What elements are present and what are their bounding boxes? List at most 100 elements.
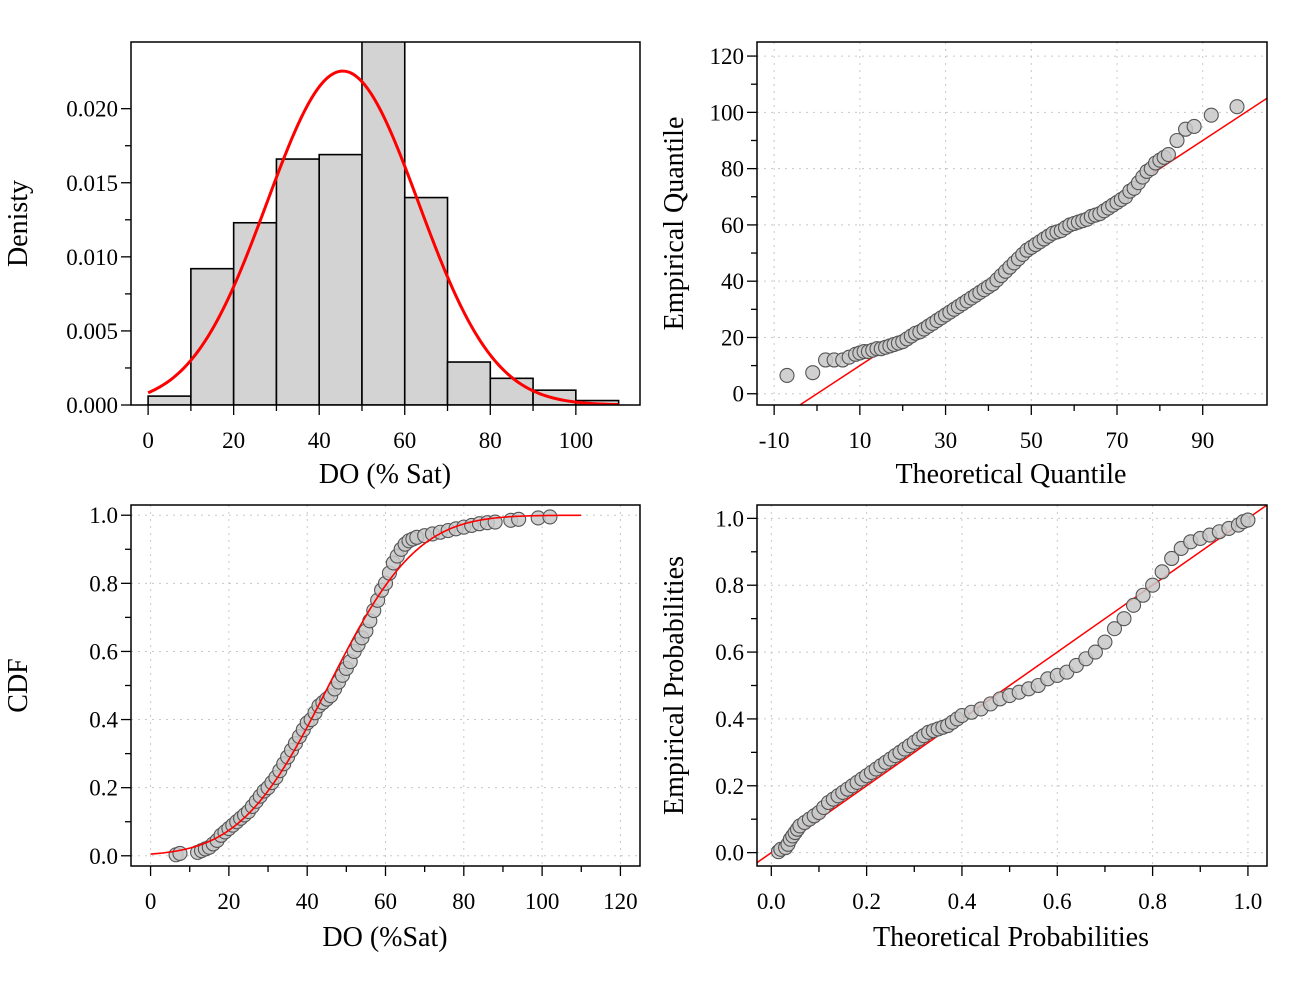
x-tick-label: 0.8 <box>1138 889 1167 914</box>
y-tick-label: 0.0 <box>89 844 118 869</box>
x-tick-label: 1.0 <box>1234 889 1263 914</box>
y-tick-label: 1.0 <box>89 503 118 528</box>
x-tick-label: 10 <box>848 428 871 453</box>
data-point <box>511 511 527 527</box>
plot-frame <box>130 504 641 867</box>
data-point <box>1169 132 1185 149</box>
chart-panel-3: 0 20 40 60 80 100 120 0.0 0.2 0.4 0.6 0.8 1.0 DO (%Sa… <box>3 503 641 953</box>
x-tick-label: 0.6 <box>1043 889 1072 914</box>
plot-area <box>757 505 1267 864</box>
y-tick-label: 100 <box>710 100 745 125</box>
histogram-bar <box>446 361 492 405</box>
plot-area <box>150 509 582 863</box>
x-tick-label: 20 <box>217 889 240 914</box>
x-axis-title: Theoretical Quantile <box>896 459 1127 490</box>
y-tick-label: 40 <box>721 269 744 294</box>
y-tick-label: 0.020 <box>66 97 118 122</box>
data-point <box>1186 118 1202 134</box>
histogram-bar <box>489 377 534 405</box>
data-point <box>542 509 558 525</box>
data-point <box>1145 577 1161 593</box>
x-tick-label: 0 <box>145 889 157 914</box>
y-tick-label: 1.0 <box>715 506 744 531</box>
y-axis-title: Denisty <box>3 180 34 267</box>
y-tick-label: 0.2 <box>89 776 118 801</box>
y-tick-label: 0.6 <box>89 639 118 664</box>
y-tick-label: 0.005 <box>66 319 118 344</box>
x-tick-label: 0 <box>142 428 154 453</box>
x-tick-label: 50 <box>1020 428 1043 453</box>
x-tick-label: 60 <box>393 428 416 453</box>
histogram-bar <box>232 221 278 405</box>
histogram-bar <box>190 267 235 405</box>
histogram-bar <box>318 153 363 405</box>
chart-panel-1: 0 20 40 60 80 100 0.000 0.005 0.010 0.015 0.020 DO … <box>3 41 641 490</box>
y-axis-title: Empirical Quantile <box>659 117 690 331</box>
y-tick-label: 0.8 <box>89 571 118 596</box>
data-point <box>1116 611 1132 627</box>
fitted-curve <box>150 514 582 855</box>
x-tick-label: 0.2 <box>852 889 881 914</box>
data-point <box>1160 147 1176 163</box>
data-point <box>1106 621 1123 637</box>
y-tick-label: 80 <box>721 157 744 182</box>
data-point <box>1203 107 1219 123</box>
x-tick-label: 80 <box>479 428 502 453</box>
data-point <box>1164 550 1180 567</box>
x-axis-title: DO (% Sat) <box>319 459 451 490</box>
y-axis-title: CDF <box>3 658 34 712</box>
histogram-bar <box>403 196 449 405</box>
histogram-bar <box>147 395 192 405</box>
x-tick-label: 30 <box>934 428 957 453</box>
y-tick-label: 0.0 <box>715 841 744 866</box>
plot-frame <box>756 41 1268 406</box>
y-tick-label: 0.2 <box>715 774 744 799</box>
x-tick-label: 100 <box>559 428 594 453</box>
y-tick-label: 20 <box>721 325 744 350</box>
plot-frame <box>130 41 641 406</box>
x-tick-label: 80 <box>452 889 475 914</box>
fitted-curve <box>147 69 619 405</box>
x-axis-title: Theoretical Probabilities <box>873 922 1149 953</box>
x-tick-label: 100 <box>525 889 560 914</box>
x-axis-title: DO (%Sat) <box>322 922 447 953</box>
data-point <box>172 845 188 861</box>
y-tick-label: 0 <box>733 382 745 407</box>
reference-line <box>757 505 1267 864</box>
data-point <box>779 367 795 384</box>
x-tick-label: 0.4 <box>948 889 977 914</box>
data-point <box>1240 512 1256 528</box>
y-tick-label: 0.010 <box>66 245 118 270</box>
histogram-bar <box>275 158 321 405</box>
data-point <box>1097 634 1113 650</box>
data-point <box>1125 597 1142 613</box>
y-tick-label: 60 <box>721 213 744 238</box>
data-point <box>1154 564 1170 580</box>
x-tick-label: 60 <box>374 889 397 914</box>
histogram-bar <box>361 42 406 405</box>
plot-area <box>779 97 1267 405</box>
plot-area <box>147 42 620 405</box>
chart-panel-4: 0.0 0.2 0.4 0.6 0.8 1.0 0.0 0.2 0.4 0.6 0.8 1.0 Theo… <box>659 504 1268 953</box>
data-point <box>1087 644 1103 660</box>
x-tick-label: 40 <box>296 889 319 914</box>
x-tick-label: 90 <box>1191 428 1214 453</box>
y-tick-label: 0.8 <box>715 573 744 598</box>
y-tick-label: 0.4 <box>715 707 744 732</box>
x-tick-label: 120 <box>603 889 638 914</box>
x-tick-label: 70 <box>1106 428 1129 453</box>
y-tick-label: 0.000 <box>66 393 118 418</box>
y-axis-title: Empirical Probabilities <box>659 556 690 815</box>
x-tick-label: 20 <box>222 428 245 453</box>
y-tick-label: 0.4 <box>89 708 118 733</box>
y-tick-label: 120 <box>710 44 745 69</box>
y-tick-label: 0.6 <box>715 640 744 665</box>
chart-panel-2: -10 10 30 50 70 90 0 20 40 60 80 100 120 Theoretical … <box>659 41 1268 490</box>
data-point <box>1135 587 1151 603</box>
data-point <box>1229 99 1245 115</box>
data-point <box>805 365 821 381</box>
x-tick-label: 40 <box>308 428 331 453</box>
y-tick-label: 0.015 <box>66 171 118 196</box>
x-tick-label: 0.0 <box>757 889 786 914</box>
